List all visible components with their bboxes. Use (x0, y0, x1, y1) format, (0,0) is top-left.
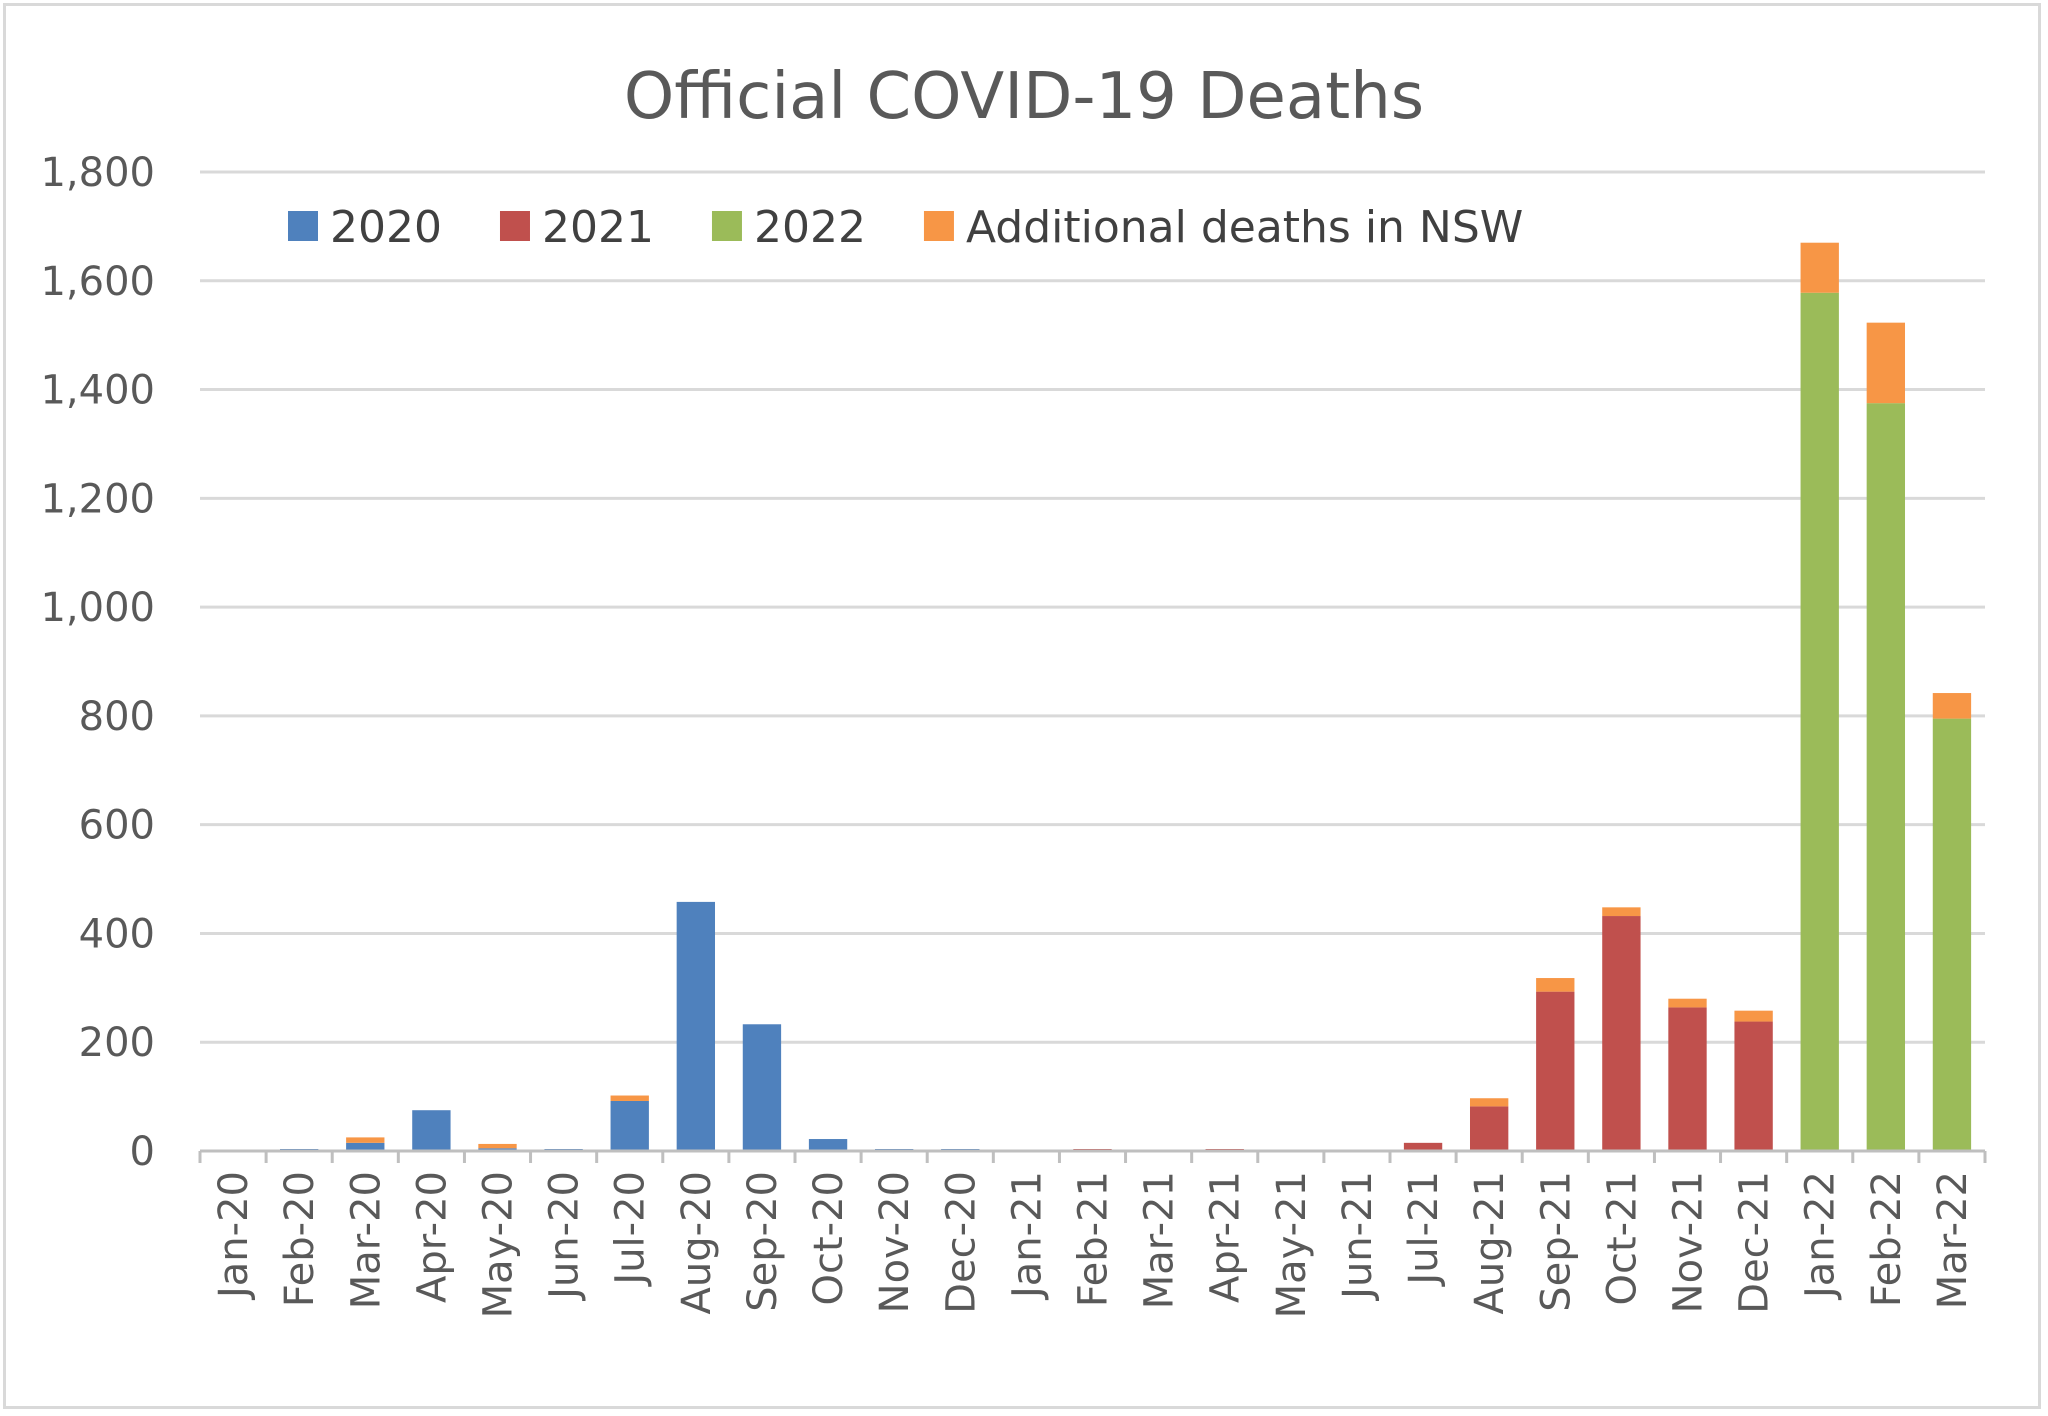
x-tick-label: Sep-20 (740, 1171, 786, 1312)
bar-additional-deaths-in-nsw (1866, 322, 1906, 404)
bar-2022 (1932, 718, 1972, 1151)
bar-additional-deaths-in-nsw (1668, 998, 1707, 1008)
legend: 2020 2021 2022 Additional deaths in NSW (288, 202, 1523, 253)
x-tick-label: May-21 (1269, 1171, 1315, 1318)
bar-additional-deaths-in-nsw (1932, 693, 1972, 719)
bar-additional-deaths-in-nsw (478, 1143, 517, 1149)
x-tick-label: Sep-21 (1533, 1171, 1579, 1312)
x-tick-label: Nov-21 (1666, 1171, 1712, 1313)
bars (279, 242, 1972, 1151)
bar-2020 (610, 1100, 649, 1151)
bar-additional-deaths-in-nsw (1536, 978, 1575, 992)
bar-2020 (808, 1139, 848, 1151)
bar-additional-deaths-in-nsw (1469, 1098, 1509, 1107)
x-tick-label: Jan-21 (1004, 1171, 1050, 1301)
bar-2021 (1403, 1142, 1443, 1151)
x-tick-label: Dec-20 (938, 1171, 984, 1314)
x-tick-label: Jan-20 (211, 1171, 257, 1301)
x-tick-label: Mar-21 (1137, 1171, 1183, 1309)
x-tick-label: Jun-20 (542, 1171, 588, 1302)
bar-additional-deaths-in-nsw (1602, 907, 1641, 917)
x-tick-label: Nov-20 (872, 1171, 918, 1313)
bar-2022 (1866, 403, 1906, 1151)
bar-2021 (1536, 991, 1575, 1151)
y-tick-label: 1,600 (40, 259, 155, 305)
x-tick-label: Feb-22 (1864, 1171, 1910, 1307)
chart-title: Official COVID-19 Deaths (624, 60, 1424, 134)
x-tick-label: Oct-20 (806, 1171, 852, 1306)
x-tick-label: Apr-20 (409, 1171, 455, 1303)
x-tick-label: Aug-21 (1467, 1171, 1513, 1314)
bar-2020 (676, 901, 716, 1151)
y-tick-label: 400 (79, 911, 155, 957)
legend-swatch (923, 211, 954, 241)
y-tick-label: 200 (79, 1020, 155, 1066)
x-tick-label: Jul-20 (608, 1171, 654, 1288)
bar-2020 (346, 1142, 385, 1151)
bar-2021 (1668, 1007, 1707, 1151)
y-tick-label: 1,200 (40, 476, 155, 522)
bar-additional-deaths-in-nsw (1734, 1010, 1773, 1022)
x-tick-label: Feb-21 (1071, 1171, 1117, 1307)
x-tick-label: May-20 (476, 1171, 522, 1318)
legend-swatch (711, 211, 742, 241)
y-tick-label: 1,000 (40, 585, 155, 631)
x-tick-label: Oct-21 (1599, 1171, 1645, 1306)
bar-2020 (412, 1110, 451, 1151)
x-tick-label: Apr-21 (1203, 1171, 1249, 1303)
y-tick-label: 800 (79, 694, 155, 740)
x-tick-label: Mar-20 (343, 1171, 389, 1309)
x-tick-label: Aug-20 (674, 1171, 720, 1314)
bar-additional-deaths-in-nsw (346, 1137, 385, 1143)
bar-2021 (1734, 1021, 1773, 1151)
bar-2021 (1602, 916, 1641, 1151)
legend-swatch (499, 211, 530, 241)
y-tick-label: 1,400 (40, 368, 155, 414)
legend-label: Additional deaths in NSW (966, 202, 1523, 253)
legend-label: 2020 (330, 202, 442, 253)
x-tick-label: Mar-22 (1930, 1171, 1976, 1309)
axes: 0 200 400 600 800 1,000 1,200 1,400 1,600 1,800 Ja… (40, 150, 1987, 1318)
grid-lines (200, 170, 1985, 1044)
y-tick-label: 0 (130, 1129, 155, 1175)
legend-label: 2021 (542, 202, 654, 253)
x-tick-label: Jan-22 (1798, 1171, 1844, 1301)
legend-label: 2022 (754, 202, 866, 253)
bar-2022 (1800, 292, 1839, 1151)
bar-2021 (1469, 1106, 1509, 1151)
y-tick-label: 1,800 (40, 150, 155, 196)
x-tick-label: Dec-21 (1732, 1171, 1778, 1314)
x-tick-label: Jul-21 (1401, 1171, 1447, 1288)
x-tick-label: Feb-20 (277, 1171, 323, 1307)
bar-2020 (742, 1024, 782, 1151)
legend-swatch (288, 211, 318, 241)
bar-additional-deaths-in-nsw (1800, 242, 1839, 293)
bar-additional-deaths-in-nsw (610, 1095, 649, 1101)
chart-frame (3, 3, 2041, 1409)
y-tick-label: 600 (79, 803, 155, 849)
x-tick-label: Jun-21 (1335, 1171, 1381, 1302)
